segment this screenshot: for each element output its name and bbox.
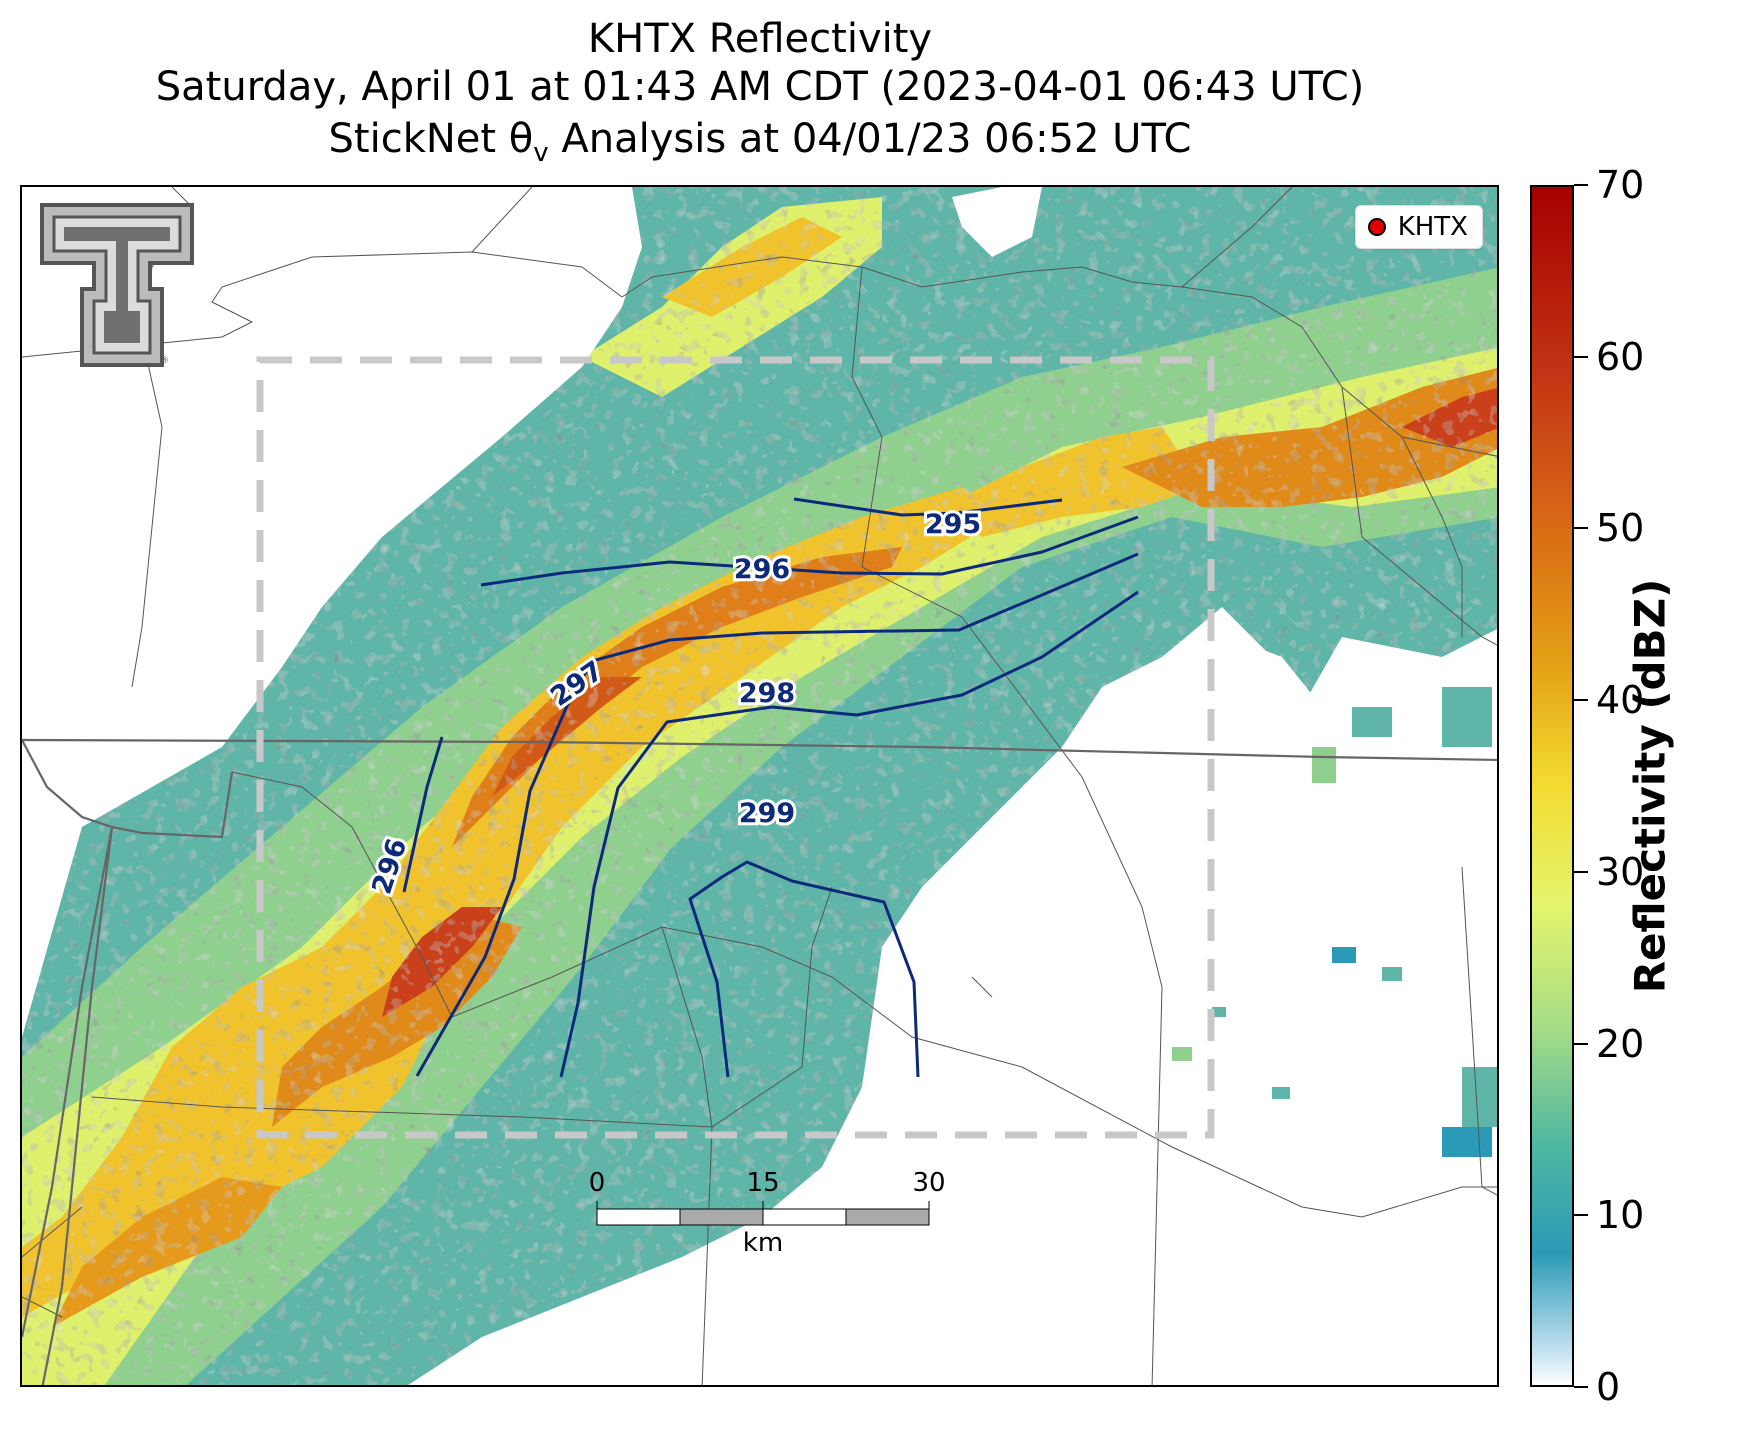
map-canvas: 295 296 297 298 299 296 ®: [22, 187, 1497, 1385]
colorbar-tick-label: 20: [1596, 1021, 1645, 1066]
colorbar-tick-mark: [1574, 1042, 1588, 1045]
scale-unit: km: [742, 1228, 784, 1258]
state-boundary: [22, 738, 1497, 1385]
title-line-3: StickNet θv Analysis at 04/01/23 06:52 U…: [328, 116, 1192, 168]
texas-tech-double-t-logo: ®: [40, 203, 194, 367]
colorbar-tick-label: 0: [1596, 1365, 1621, 1409]
clear-air-gaps: [872, 187, 1497, 1385]
colorbar-tick-mark: [1574, 184, 1588, 186]
scale-bar: [596, 1201, 930, 1226]
scale-tick-15: 15: [746, 1168, 780, 1198]
reflectivity-colorbar: [1530, 185, 1574, 1387]
contour-label-298: 298: [739, 678, 795, 709]
colorbar-tick-mark: [1574, 1214, 1588, 1217]
scale-tick-30: 30: [912, 1168, 946, 1198]
colorbar-tick-label: 10: [1596, 1193, 1645, 1238]
colorbar-tick-mark: [1574, 870, 1588, 873]
county-boundaries: [22, 187, 1497, 1385]
scale-tick-0: 0: [588, 1168, 606, 1198]
contour-296-west: [402, 736, 444, 893]
colorbar-tick-mark: [1574, 527, 1588, 530]
scattered-echoes: [1172, 687, 1497, 1157]
contour-label-296: 296: [734, 554, 790, 585]
radar-map[interactable]: 295 296 297 298 299 296 ® KHTX 0: [20, 185, 1499, 1387]
theta-v-contours: [402, 497, 1139, 1078]
contour-299: [688, 860, 920, 1078]
colorbar-label: Reflectivity (dBZ): [1625, 578, 1675, 994]
legend-label: KHTX: [1397, 212, 1468, 242]
svg-text:®: ®: [160, 356, 169, 366]
contour-295: [793, 497, 1063, 517]
contour-296: [480, 515, 1139, 587]
contour-298: [559, 590, 1139, 1078]
contour-label-295: 295: [925, 509, 981, 540]
radar-site-marker-icon: [1367, 218, 1386, 236]
colorbar-tick-mark: [1574, 355, 1588, 358]
map-legend: KHTX: [1354, 205, 1483, 249]
colorbar-tick-label: 50: [1596, 506, 1645, 551]
title-line-2: Saturday, April 01 at 01:43 AM CDT (2023…: [155, 64, 1365, 110]
contour-label-299: 299: [739, 798, 795, 829]
analysis-domain-box: [256, 356, 1215, 1139]
contour-297: [415, 552, 1139, 1077]
title-line-1: KHTX Reflectivity: [587, 16, 933, 62]
colorbar-tick-label: 70: [1596, 163, 1645, 207]
colorbar-tick-mark: [1574, 699, 1588, 702]
colorbar-tick-mark: [1574, 1386, 1588, 1388]
colorbar-tick-label: 60: [1596, 334, 1645, 379]
colorbar-tick-label: 30: [1596, 849, 1645, 894]
colorbar-tick-label: 40: [1596, 678, 1645, 723]
